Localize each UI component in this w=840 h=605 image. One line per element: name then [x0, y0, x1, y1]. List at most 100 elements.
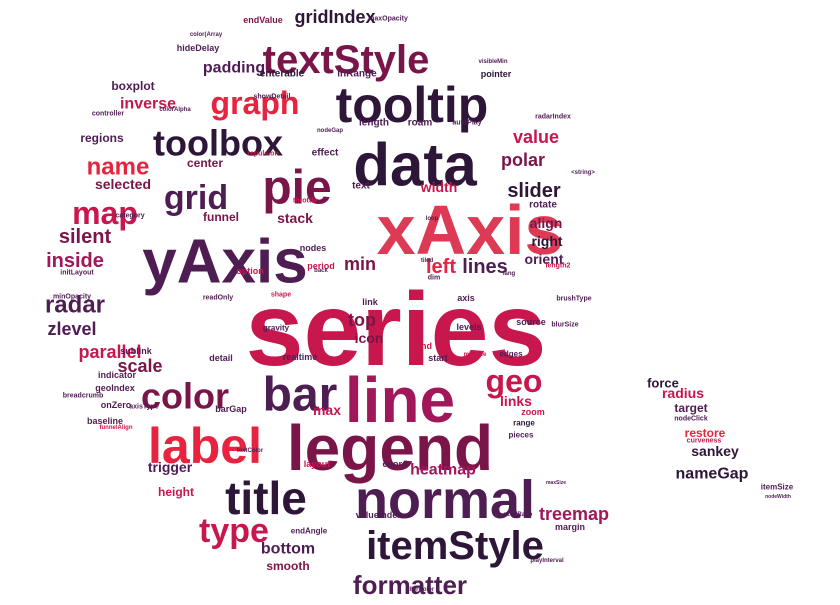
- word-pixelratio: pixelRatio: [504, 512, 533, 518]
- word-yaxis: yAxis: [142, 228, 307, 297]
- word-links: links: [500, 393, 532, 409]
- word-controller: controller: [92, 111, 125, 118]
- word-rotate: rotate: [529, 200, 557, 211]
- word-textstyle: textStyle: [263, 38, 430, 82]
- word-zoom: zoom: [521, 407, 545, 417]
- word-shape: shape: [271, 292, 291, 299]
- word-value: value: [513, 127, 559, 147]
- word-radar: radar: [45, 292, 105, 319]
- word-left: left: [426, 256, 456, 278]
- word-polar: polar: [501, 150, 545, 170]
- word-minsize: minSize: [464, 352, 487, 358]
- word-realtime: realtime: [283, 352, 318, 362]
- word-sublink: sublink: [120, 346, 152, 356]
- word-treemap: treemap: [539, 504, 609, 524]
- word-geo: geo: [486, 363, 543, 399]
- word-name: name: [87, 154, 150, 181]
- word-bottom: bottom: [261, 541, 315, 558]
- word-minopacity: minOpacity: [53, 294, 91, 301]
- word-pieces: pieces: [509, 431, 534, 440]
- word-type: type: [199, 512, 269, 550]
- word-graph: graph: [211, 85, 300, 121]
- word-option: option: [236, 266, 264, 276]
- word-slider: slider: [507, 180, 561, 202]
- word-blursize: blurSize: [551, 322, 578, 329]
- word-margin: margin: [555, 522, 585, 532]
- word-roam: roam: [408, 118, 433, 129]
- word-title: title: [225, 472, 307, 524]
- word-inrange: inRange: [337, 69, 377, 80]
- word-autoplay: autoPlay: [452, 120, 481, 127]
- word-inside: inside: [46, 250, 104, 272]
- word-color: color: [141, 376, 229, 417]
- word-bargap: barGap: [215, 404, 247, 414]
- word-hidedelay: hideDelay: [177, 43, 220, 53]
- word-length2: length2: [546, 263, 571, 270]
- word-scale: scale: [117, 356, 162, 376]
- word-readonly: readOnly: [203, 295, 233, 302]
- word-maxopacity: maxOpacity: [368, 16, 408, 23]
- word-throttle: throttle: [293, 198, 317, 205]
- word-height: height: [158, 485, 194, 499]
- word-string: <string>: [571, 170, 595, 176]
- word-radarindex: radarIndex: [535, 114, 571, 121]
- word-edges: edges: [499, 350, 523, 359]
- word-boxplot: boxplot: [111, 79, 154, 93]
- word-nodes: nodes: [300, 243, 327, 253]
- word-visiblemin: visibleMin: [478, 59, 507, 65]
- word-text: text: [352, 181, 370, 192]
- word-effect: effect: [312, 148, 339, 159]
- word-formatter: formatter: [353, 570, 467, 600]
- word-coloralpha: colorAlpha: [159, 107, 191, 113]
- word-heatmap: heatmap: [410, 462, 476, 479]
- word-align: align: [530, 215, 563, 231]
- word-itemsize: itemSize: [761, 483, 794, 492]
- word-xaxis: xAxis: [377, 191, 564, 269]
- word-lines: lines: [462, 256, 508, 278]
- word-legend: legend: [287, 412, 493, 484]
- word-padding: padding: [203, 60, 265, 77]
- word-min: min: [344, 254, 376, 274]
- word-nodeclick: nodeClick: [674, 416, 708, 423]
- word-layout: layout: [304, 459, 331, 469]
- word-width: width: [420, 179, 458, 195]
- word-length: length: [359, 118, 389, 129]
- word-link: link: [362, 297, 378, 307]
- word-loop: loop: [426, 216, 439, 222]
- word-parallel: parallel: [78, 342, 141, 362]
- word-regions: regions: [80, 131, 124, 145]
- word-label: label: [148, 418, 262, 474]
- word-color-array: color(Array: [190, 32, 223, 38]
- word-pie: pie: [262, 162, 331, 215]
- word-breadcrumb: breadcrumb: [63, 393, 103, 400]
- word-axis: axis: [457, 293, 475, 303]
- word-selected: selected: [95, 176, 151, 192]
- word-target: target: [674, 401, 707, 415]
- word-grid: grid: [164, 179, 228, 217]
- word-showdetail: showDetail: [254, 94, 291, 101]
- word-axistype: axisType: [129, 404, 159, 411]
- word-range: range: [513, 419, 535, 428]
- word-force: force: [647, 376, 679, 391]
- word-tooltip: tooltip: [336, 77, 489, 133]
- word-inverse: inverse: [120, 96, 176, 113]
- word-textcolor: textColor: [237, 448, 264, 454]
- word-pointer: pointer: [481, 69, 512, 79]
- word-funnel: funnel: [203, 210, 239, 224]
- word-silent: silent: [59, 226, 112, 248]
- word-period: period: [307, 261, 335, 271]
- word-map: map: [72, 195, 138, 231]
- word-enterable: enterable: [260, 69, 305, 80]
- word-coord: coord: [382, 459, 407, 469]
- word-tiled: tiled: [421, 258, 434, 264]
- word-levels: levels: [456, 322, 481, 332]
- word-repulsion: repulsion: [247, 151, 279, 158]
- word-category: category: [115, 213, 144, 220]
- word-start: start: [428, 353, 448, 363]
- word-itemstyle: itemStyle: [366, 524, 544, 568]
- word-gridindex: gridIndex: [294, 7, 375, 27]
- word-source: source: [516, 317, 546, 327]
- word-fillercolor: fillerColor: [406, 587, 435, 593]
- word-baseline: baseline: [87, 416, 123, 426]
